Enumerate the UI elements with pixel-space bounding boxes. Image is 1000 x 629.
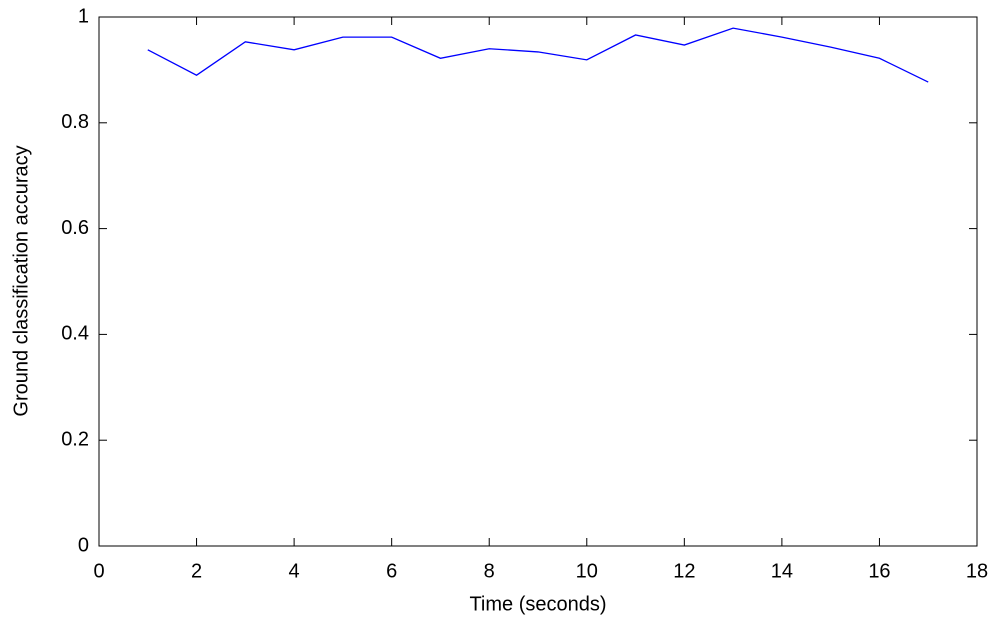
y-tick-label: 0.8 <box>61 111 89 133</box>
y-tick-label: 0.2 <box>61 428 89 450</box>
x-tick-label: 12 <box>673 560 695 582</box>
y-tick-label: 1 <box>78 5 89 27</box>
x-tick-label: 4 <box>289 560 300 582</box>
y-tick-label: 0.6 <box>61 217 89 239</box>
x-tick-label: 14 <box>771 560 793 582</box>
x-tick-label: 0 <box>93 560 104 582</box>
x-tick-label: 6 <box>386 560 397 582</box>
y-axis-label: Ground classification accuracy <box>10 145 32 416</box>
x-axis-label: Time (seconds) <box>469 593 606 615</box>
plot-area <box>98 16 978 547</box>
data-line <box>147 27 929 83</box>
x-tick-label: 2 <box>191 560 202 582</box>
x-tick-label: 18 <box>966 560 988 582</box>
x-tick-label: 16 <box>868 560 890 582</box>
x-tick-label: 10 <box>576 560 598 582</box>
x-tick-label: 8 <box>484 560 495 582</box>
y-tick-label: 0.4 <box>61 323 89 345</box>
y-tick-label: 0 <box>78 534 89 556</box>
